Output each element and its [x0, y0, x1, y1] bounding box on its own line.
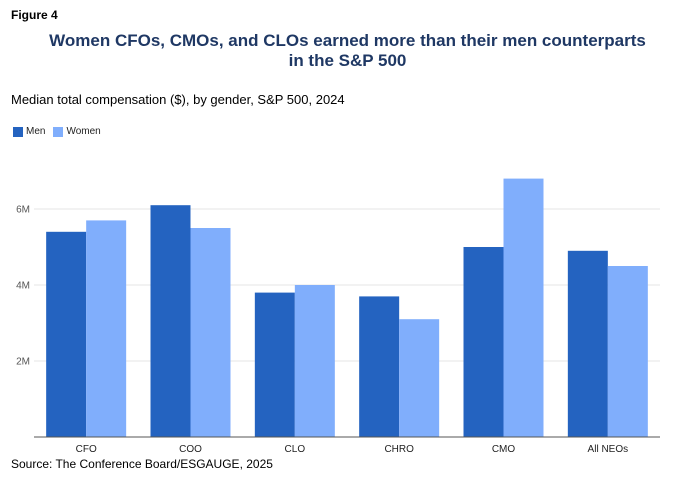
legend-item-women: Women	[53, 126, 101, 137]
source-note: Source: The Conference Board/ESGAUGE, 20…	[11, 457, 273, 471]
bar-men-coo	[150, 205, 191, 437]
bar-women-coo	[190, 228, 231, 437]
bar-men-all-neos	[567, 250, 608, 437]
chart-legend: Men Women	[13, 126, 109, 137]
figure-label: Figure 4	[11, 8, 58, 22]
x-tick-label: CMO	[492, 444, 516, 455]
bar-men-cmo	[463, 247, 504, 437]
chart-title: Women CFOs, CMOs, and CLOs earned more t…	[0, 31, 695, 71]
x-tick-label: CLO	[285, 444, 306, 455]
bar-men-chro	[359, 296, 400, 437]
bar-women-clo	[294, 285, 335, 437]
y-tick-label: 6M	[16, 205, 30, 216]
x-tick-label: CFO	[76, 444, 97, 455]
legend-swatch-men	[13, 126, 23, 137]
bar-women-cfo	[86, 220, 127, 437]
bar-women-cmo	[503, 178, 544, 437]
legend-item-men: Men	[13, 126, 45, 137]
x-tick-label: COO	[179, 444, 202, 455]
bar-women-chro	[399, 319, 440, 437]
bar-men-clo	[254, 292, 295, 437]
chart-title-line-2: in the S&P 500	[288, 51, 407, 70]
legend-swatch-women	[53, 126, 64, 137]
chart-title-line-1: Women CFOs, CMOs, and CLOs earned more t…	[49, 31, 646, 50]
y-tick-label: 2M	[16, 357, 30, 368]
legend-label-women: Women	[66, 126, 101, 137]
x-tick-label: CHRO	[384, 444, 414, 455]
x-tick-label: All NEOs	[588, 444, 629, 455]
chart-subtitle: Median total compensation ($), by gender…	[11, 92, 345, 107]
y-tick-label: 4M	[16, 281, 30, 292]
legend-label-men: Men	[26, 126, 46, 137]
bar-men-cfo	[46, 231, 87, 437]
bar-women-all-neos	[607, 266, 648, 437]
